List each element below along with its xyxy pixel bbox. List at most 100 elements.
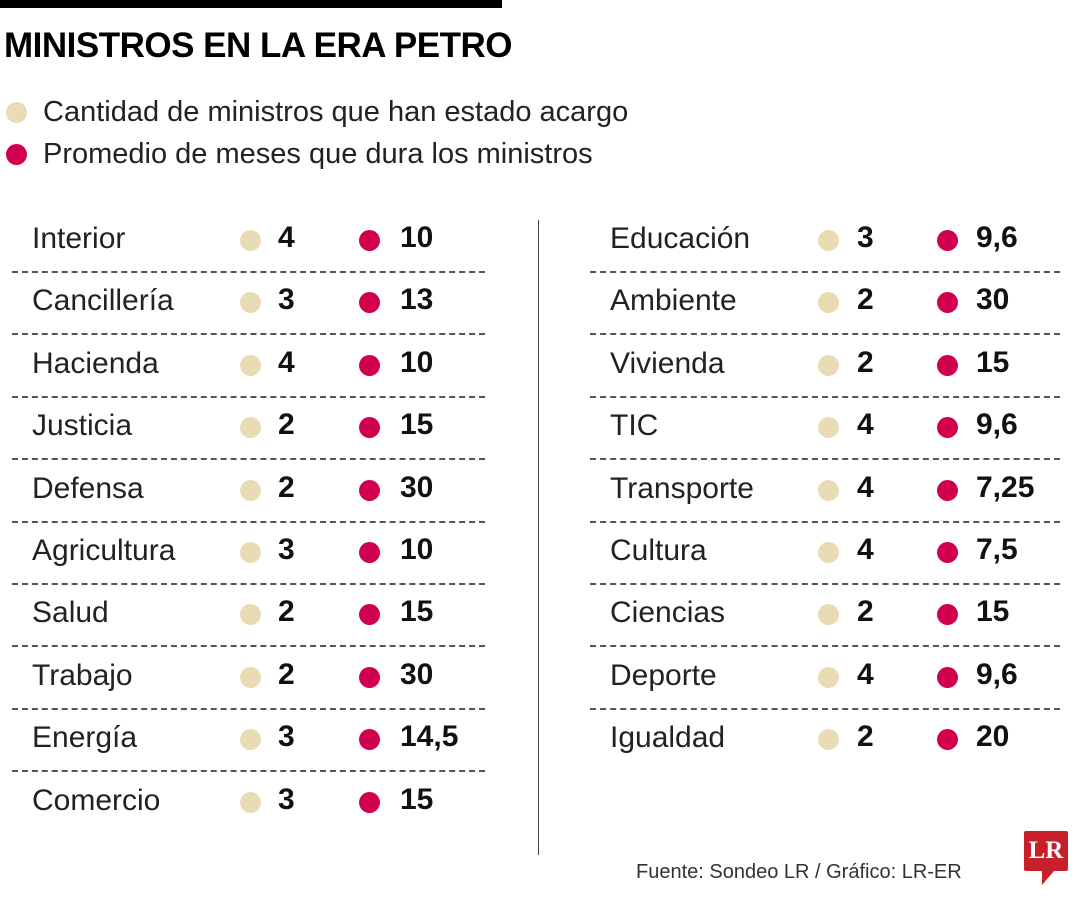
beige-dot-icon (818, 729, 839, 751)
magenta-dot-icon (937, 666, 958, 688)
minister-count: 2 (857, 345, 874, 379)
beige-dot-icon (240, 729, 261, 751)
row-separator (590, 583, 1060, 585)
magenta-dot-icon (937, 604, 958, 626)
beige-dot-icon (818, 417, 839, 439)
row-separator (590, 707, 1060, 710)
beige-dot-icon (818, 479, 839, 501)
beige-dot-icon (240, 230, 261, 251)
beige-dot-icon (240, 604, 261, 626)
beige-dot-icon (240, 479, 261, 501)
ministry-name: Hacienda (32, 346, 159, 380)
magenta-dot-icon (359, 354, 380, 376)
average-months: 9,6 (976, 408, 1018, 442)
minister-count: 3 (857, 221, 874, 254)
legend-item-months: Promedio de meses que dura los ministros (6, 138, 593, 171)
magenta-dot-icon (359, 417, 380, 439)
magenta-dot-icon (937, 354, 958, 376)
magenta-dot-icon (359, 292, 380, 314)
magenta-dot-icon (937, 417, 958, 439)
ministry-name: Igualdad (610, 721, 726, 755)
magenta-dot-icon (359, 666, 380, 688)
minister-count: 3 (278, 720, 295, 754)
average-months: 13 (400, 283, 434, 317)
ministry-name: Comercio (32, 783, 161, 817)
row-separator (12, 583, 485, 585)
magenta-dot-icon (6, 144, 27, 165)
row-separator (590, 645, 1060, 648)
ministry-name: Ciencias (610, 596, 726, 630)
minister-count: 4 (857, 533, 874, 566)
row-separator (12, 333, 485, 336)
ministry-name: Trabajo (32, 658, 133, 692)
average-months: 10 (400, 533, 434, 566)
beige-dot-icon (818, 230, 839, 251)
ministry-name: Deporte (610, 658, 717, 692)
average-months: 15 (976, 595, 1010, 629)
minister-count: 4 (278, 345, 295, 379)
magenta-dot-icon (359, 230, 380, 251)
average-months: 10 (400, 221, 434, 254)
legend-label: Promedio de meses que dura los ministros (43, 138, 593, 170)
row-separator (12, 458, 485, 461)
row-separator (12, 395, 485, 398)
minister-count: 3 (278, 533, 295, 566)
ministry-name: Energía (32, 721, 138, 755)
source-note: Fuente: Sondeo LR / Gráfico: LR-ER (636, 861, 962, 883)
row-separator (12, 645, 485, 648)
beige-dot-icon (240, 666, 261, 688)
average-months: 15 (400, 408, 434, 442)
row-separator (12, 707, 485, 710)
row-separator (590, 271, 1060, 273)
average-months: 7,5 (976, 533, 1018, 566)
beige-dot-icon (818, 666, 839, 688)
minister-count: 2 (278, 470, 295, 504)
magenta-dot-icon (937, 479, 958, 501)
average-months: 15 (400, 782, 434, 816)
ministry-name: Ambiente (610, 284, 737, 318)
magenta-dot-icon (937, 729, 958, 751)
minister-count: 2 (278, 595, 295, 629)
minister-count: 2 (278, 657, 295, 691)
magenta-dot-icon (937, 542, 958, 563)
ministry-name: Agricultura (32, 534, 176, 567)
minister-count: 2 (857, 720, 874, 754)
beige-dot-icon (240, 354, 261, 376)
average-months: 7,25 (976, 470, 1035, 504)
average-months: 15 (976, 345, 1010, 379)
ministry-name: Educación (610, 222, 751, 255)
average-months: 30 (400, 470, 434, 504)
magenta-dot-icon (359, 542, 380, 563)
row-separator (12, 770, 485, 773)
ministry-name: Vivienda (610, 346, 725, 380)
beige-dot-icon (240, 417, 261, 439)
row-separator (590, 395, 1060, 398)
row-separator (590, 520, 1060, 523)
magenta-dot-icon (359, 729, 380, 751)
magenta-dot-icon (359, 791, 380, 813)
ministry-name: Transporte (610, 471, 754, 505)
beige-dot-icon (818, 354, 839, 376)
beige-dot-icon (818, 542, 839, 563)
ministry-name: Cancillería (32, 284, 174, 318)
ministry-name: Defensa (32, 471, 144, 505)
ministry-name: Interior (32, 222, 126, 255)
beige-dot-icon (818, 292, 839, 314)
minister-count: 4 (857, 408, 874, 442)
row-separator (12, 520, 485, 523)
beige-dot-icon (818, 604, 839, 626)
minister-count: 4 (278, 221, 295, 254)
minister-count: 2 (857, 283, 874, 317)
beige-dot-icon (240, 292, 261, 314)
lr-logo: LR (1024, 831, 1068, 885)
ministry-name: Cultura (610, 534, 707, 567)
average-months: 30 (976, 283, 1010, 317)
average-months: 9,6 (976, 221, 1018, 254)
ministry-name: Justicia (32, 409, 133, 443)
minister-count: 4 (857, 470, 874, 504)
average-months: 9,6 (976, 657, 1018, 691)
magenta-dot-icon (359, 604, 380, 626)
average-months: 30 (400, 657, 434, 691)
beige-dot-icon (240, 791, 261, 813)
row-separator (12, 271, 485, 273)
